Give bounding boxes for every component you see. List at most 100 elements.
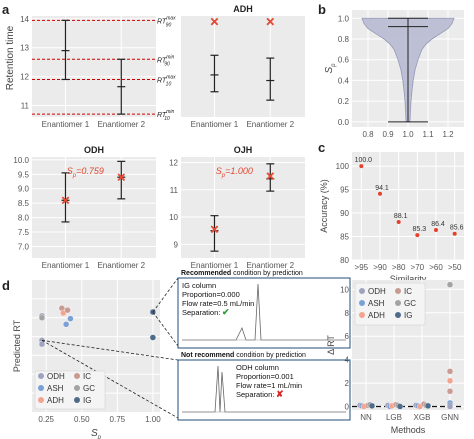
callout-heading: Not recommend condition by prediction	[181, 352, 306, 359]
callout-heading: Recommended condition by prediction	[181, 270, 303, 277]
x-tick-label: Enantiomer 2	[246, 261, 294, 270]
data-label: 94.1	[375, 185, 389, 192]
y-tick-label: 12	[169, 158, 178, 167]
x-tick-label: >60	[429, 263, 443, 272]
delta-point-gc	[446, 281, 454, 288]
callout-text-line: Flow rate=1 mL/min	[236, 381, 302, 390]
legend-marker-adh	[38, 397, 44, 403]
accuracy-point	[396, 219, 401, 224]
panel-a-subplot-2: 7.0 7.5 8.0 8.5 9.0 9.5 10.0 Enantiomer 1 Enanti…	[13, 145, 156, 270]
legend-label: GC	[404, 299, 416, 308]
y-tick-label: 13	[20, 44, 29, 53]
callout-box	[177, 359, 351, 421]
y-tick-label: 8	[345, 309, 350, 318]
x-tick-label: 1.1	[422, 130, 434, 139]
y-tick-label: 0	[345, 402, 350, 411]
subplot-title: OJH	[234, 145, 253, 155]
legend-marker-ic	[395, 288, 401, 294]
legend: ODH IC ASH GC ADH IG	[354, 282, 426, 326]
legend-marker-gc	[74, 385, 80, 391]
y-tick-label: 8.5	[18, 199, 30, 208]
legend-marker-ash	[38, 385, 44, 391]
subplot-title: ODH	[84, 145, 104, 155]
y-tick-label: 11	[21, 101, 30, 110]
predicted-rt-cross	[210, 225, 219, 234]
x-tick-label: 0.9	[382, 130, 394, 139]
x-axis-label: Sp	[91, 428, 102, 439]
panel-b-violin: 0.0 0.2 0.4 0.6 0.8 1.0 0.8 0.9 1.0 1.1 1.2 Sp	[324, 10, 464, 139]
predicted-rt-cross	[61, 196, 70, 205]
legend-label: GC	[83, 384, 95, 393]
legend-marker-ash	[359, 300, 365, 306]
legend-marker-adh	[359, 312, 365, 318]
delta-point-ig	[424, 402, 432, 410]
y-tick-label: 11	[170, 186, 179, 195]
callout-connector	[152, 311, 179, 347]
y-tick-label: 9.5	[18, 170, 30, 179]
y-tick-label: 0.8	[338, 35, 350, 44]
callout-connector	[41, 339, 179, 361]
x-tick-label: >70	[411, 263, 425, 272]
panel-letter-a: a	[2, 2, 10, 17]
delta-point-ig	[396, 403, 404, 410]
callout-connector	[41, 339, 179, 419]
callout-text-line: IG column	[182, 281, 216, 290]
x-tick-label: GNN	[441, 413, 459, 422]
y-tick-label: 2	[345, 379, 350, 388]
panel-letter-d: d	[2, 278, 10, 293]
x-tick-label: Enantiomer 2	[246, 120, 294, 129]
x-tick-label: NN	[360, 413, 372, 422]
y-tick-label: 4	[345, 356, 350, 365]
panel-a-subplots: 11 12 13 14 Enantiomer 1 Enantiomer 2 RTmax 90 R…	[13, 4, 305, 270]
accuracy-point	[378, 191, 382, 196]
rt-line-label: RTmax 90	[157, 15, 176, 28]
delta-point-adh	[446, 377, 454, 384]
y-axis-label: Accuracy (%)	[319, 179, 329, 233]
x-tick-label: 0.8	[362, 130, 374, 139]
panel-a-subplot-3: 9 10 11 12 Enantiomer 1 Enantiomer 2 OJH Sp=1.0…	[169, 145, 305, 270]
rt-line-label: RTmin 90	[157, 54, 174, 67]
check-icon: ✔	[222, 307, 230, 317]
scatter-point-odh	[38, 340, 46, 348]
y-tick-label: 7.0	[18, 242, 30, 251]
legend-marker-odh	[359, 288, 365, 294]
y-tick-label: 7.5	[18, 228, 30, 237]
predicted-rt-cross	[117, 173, 126, 182]
legend-marker-ig	[74, 397, 80, 403]
panel-a-subplot-0: 11 12 13 14 Enantiomer 1 Enantiomer 2 RTmax 90 R…	[20, 15, 176, 129]
cross-icon: ✘	[276, 389, 284, 399]
y-tick-label: 85	[340, 233, 349, 242]
x-axis-label: Similarity	[390, 274, 427, 284]
y-tick-label: 80	[340, 256, 349, 265]
y-axis-label: Δ RT	[326, 335, 336, 355]
callout-text-line: Proportion=0.001	[236, 372, 294, 381]
legend-label: IC	[83, 372, 91, 381]
x-axis-label: Methods	[391, 425, 426, 435]
legend-label: ADH	[47, 396, 64, 405]
y-axis-label: Sp	[324, 63, 337, 74]
delta-point-ic	[446, 368, 454, 375]
plot-area	[32, 16, 156, 117]
sp-annotation: Sp=1.000	[216, 166, 253, 179]
scatter-point-ig	[149, 334, 157, 341]
x-tick-label: >90	[373, 263, 387, 272]
panel-e-delta-rt: 0 2 4 6 8 10 NN LGB XGB GNN Δ RT Methods ODH IC ASH GC A…	[326, 280, 464, 435]
delta-point-odh	[446, 403, 454, 410]
rt-line-label: RTmin 10	[157, 109, 174, 122]
x-tick-label: Enantiomer 1	[191, 261, 239, 270]
callout-connector	[152, 277, 179, 313]
plot-area	[352, 152, 464, 260]
accuracy-point	[452, 231, 457, 236]
rt-line-label: RTmax 10	[157, 74, 176, 87]
y-tick-label: 9.0	[18, 185, 30, 194]
panel-c-accuracy: 80 85 90 95 100 >95 >90 >80 >70 >60 >50 100.0 94.1 88…	[319, 152, 464, 284]
legend-label: ASH	[368, 299, 385, 308]
x-tick-label: >80	[392, 263, 406, 272]
x-tick-label: Enantiomer 2	[97, 120, 145, 129]
panel-d-scatter: 0.25 0.50 0.75 1.00 Predicted RT Sp ODH IC ASH GC…	[12, 270, 351, 439]
x-tick-label: LGB	[386, 413, 402, 422]
x-tick-label: XGB	[414, 413, 431, 422]
subplot-title: ADH	[233, 4, 253, 14]
legend-label: ODH	[368, 287, 386, 296]
